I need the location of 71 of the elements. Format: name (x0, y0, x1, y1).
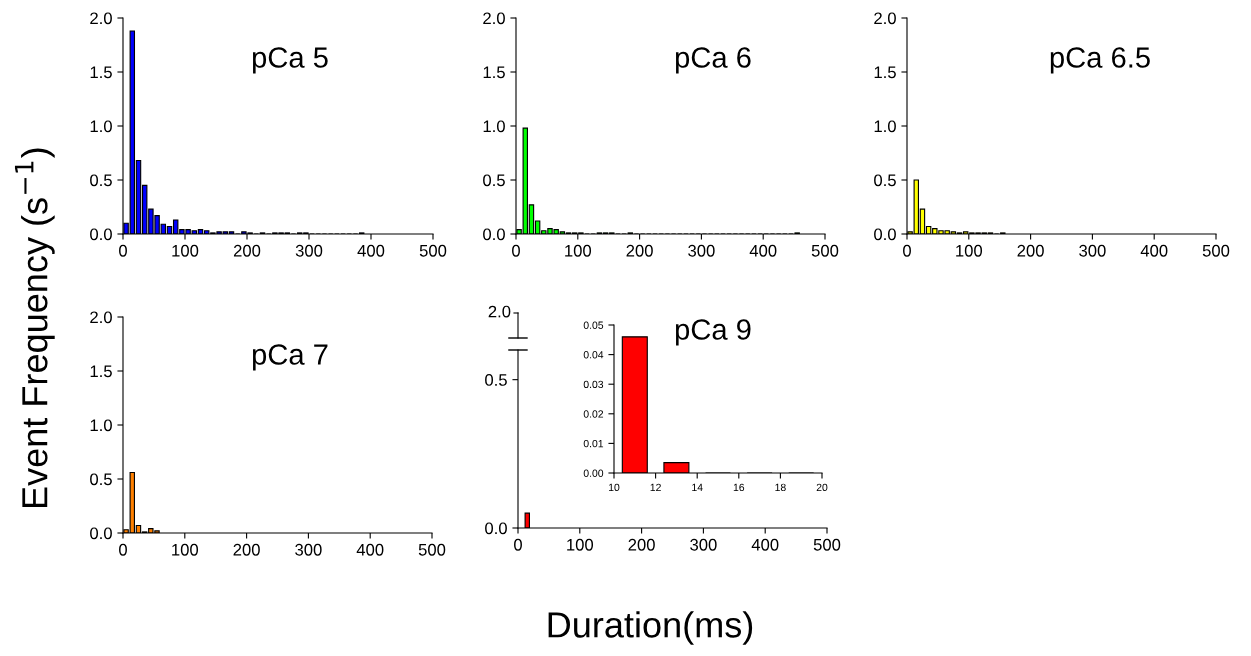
y-tick-label: 0.5 (90, 174, 112, 187)
x-tick-label: 10 (609, 483, 620, 492)
y-tick-label: 2.0 (90, 12, 112, 25)
x-tick-label: 12 (650, 483, 661, 491)
x-tick-label: 0 (119, 244, 127, 257)
x-tick-label: 300 (295, 244, 323, 257)
y-tick-label: 1.5 (90, 365, 112, 378)
y-tick-label: 1.5 (483, 66, 505, 79)
y-tick-label: 1.0 (483, 120, 505, 133)
x-tick-label: 400 (356, 543, 384, 556)
x-tick-label: 200 (628, 538, 655, 551)
text: pCa 7 (252, 344, 328, 371)
x-tick-label: 400 (1140, 244, 1168, 257)
x-tick-label: 500 (811, 244, 839, 257)
y-tick-label: 1.0 (90, 120, 112, 133)
x-tick-label: 100 (172, 244, 199, 257)
y-tick-label: 0.5 (483, 174, 505, 187)
x-tick-label: 400 (749, 244, 777, 257)
x-tick-label: 400 (357, 244, 385, 257)
x-tick-label: 200 (233, 244, 261, 257)
y-tick-label: 0.0 (90, 228, 112, 241)
y-tick-label: 0.03 (583, 380, 604, 389)
y-tick-label: 0.0 (90, 527, 112, 540)
y-tick-label: 0.5 (874, 174, 896, 187)
x-tick-label: 16 (733, 483, 745, 492)
y-tick-label: 2.0 (483, 12, 505, 25)
y-tick-label: 1.0 (874, 120, 896, 133)
x-tick-label: 500 (1202, 244, 1230, 257)
x-tick-label: 500 (813, 538, 841, 551)
text: pCa 6.5 (1050, 47, 1150, 74)
x-tick-label: 500 (418, 543, 446, 556)
y-tick-label: 0.05 (583, 321, 604, 329)
x-tick-label: 18 (775, 483, 786, 492)
x-tick-label: 300 (295, 543, 322, 556)
x-tick-label: 400 (751, 538, 779, 551)
x-tick-label: 0 (903, 244, 911, 257)
x-tick-label: 200 (233, 543, 260, 556)
x-tick-label: 20 (816, 483, 828, 492)
y-tick-label: 0.0 (483, 228, 505, 241)
x-tick-label: 0 (119, 543, 127, 556)
x-tick-label: 300 (1079, 244, 1106, 257)
y-axis-title: Event Frequency (s$^{−1}$) (14, 148, 55, 508)
x-tick-label: 200 (626, 244, 653, 257)
y-tick-label: 0.04 (583, 351, 604, 359)
y-tick-label: 1.0 (90, 419, 112, 432)
y-tick-label: 1.5 (90, 66, 112, 79)
x-tick-label: 100 (567, 538, 594, 551)
y-tick-label: 0.00 (583, 469, 604, 477)
x-tick-label: 100 (956, 244, 983, 257)
x-tick-label: 300 (690, 538, 717, 551)
y-tick-label: 0.5 (90, 473, 112, 486)
y-tick-label: 0.01 (583, 439, 604, 448)
y-tick-label: 0.0 (485, 522, 507, 535)
y-tick-label: 0.0 (874, 228, 896, 241)
x-tick-label: 300 (688, 244, 715, 257)
y-tick-label: 1.5 (874, 66, 896, 79)
x-tick-label: 100 (565, 244, 592, 257)
chart-title: pCa 9 (675, 319, 751, 346)
x-tick-label: 0 (512, 244, 520, 257)
x-tick-label: 0 (514, 538, 522, 551)
x-tick-label: 200 (1017, 244, 1044, 257)
x-tick-label: 14 (692, 483, 703, 491)
x-axis-title: Duration(ms) (548, 611, 753, 645)
y-tick-label: 2.0 (90, 311, 112, 324)
y-tick-label: 0.5 (485, 374, 507, 386)
text: pCa 6 (675, 47, 751, 74)
x-tick-label: 100 (172, 543, 199, 556)
y-tick-label: 0.02 (583, 410, 604, 418)
y-tick-label: 2.0 (874, 12, 896, 25)
x-tick-label: 500 (419, 244, 447, 257)
text: pCa 5 (252, 47, 328, 74)
